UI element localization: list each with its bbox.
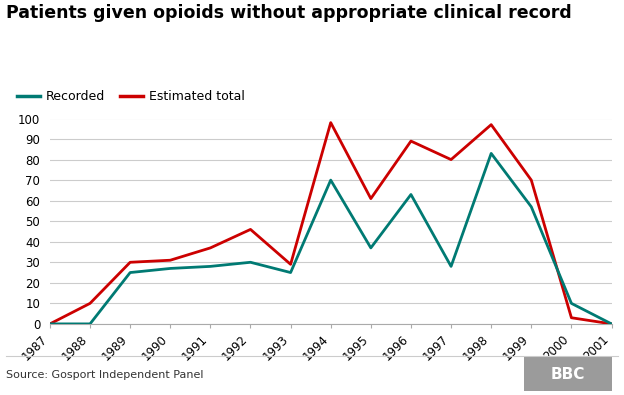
Legend: Recorded, Estimated total: Recorded, Estimated total (12, 85, 250, 108)
Text: BBC: BBC (550, 367, 585, 382)
Text: Source: Gosport Independent Panel: Source: Gosport Independent Panel (6, 370, 204, 380)
Text: Patients given opioids without appropriate clinical record: Patients given opioids without appropria… (6, 4, 572, 22)
